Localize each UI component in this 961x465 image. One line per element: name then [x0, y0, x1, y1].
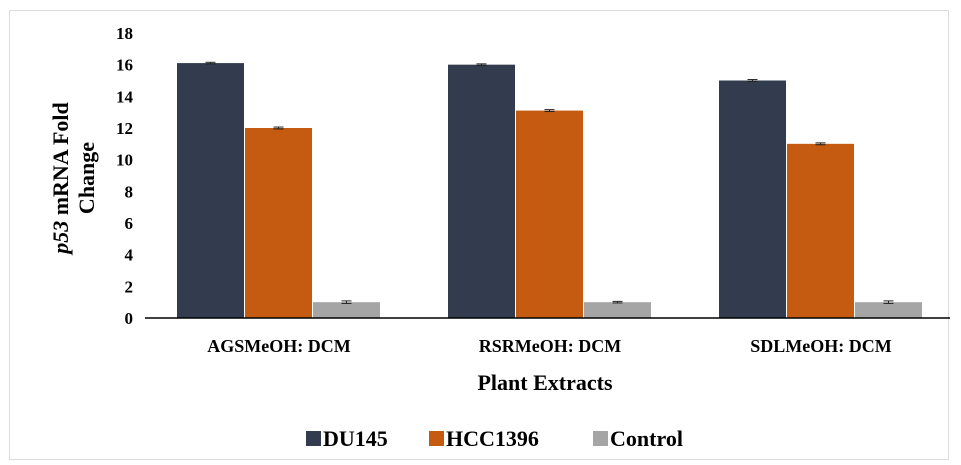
y-axis-title: p53 mRNA Fold — [48, 102, 73, 256]
category-labels: AGSMeOH: DCM RSRMeOH: DCM SDLMeOH: DCM — [207, 336, 891, 356]
y-tick-label: 12 — [116, 119, 133, 138]
bar-control-1 — [584, 302, 651, 318]
y-tick-label: 4 — [125, 246, 134, 265]
bar-hcc1396-2 — [787, 143, 854, 318]
y-tick-label: 18 — [116, 24, 133, 43]
bars — [177, 63, 922, 319]
y-axis-title-italic: p53 — [48, 221, 73, 256]
error-bars — [205, 61, 894, 304]
bar-control-0 — [313, 302, 380, 318]
bar-du145-2 — [719, 80, 786, 318]
bar-du145-1 — [448, 64, 515, 319]
y-tick-label: 0 — [125, 309, 134, 328]
bar-hcc1396-0 — [245, 128, 312, 318]
category-label: AGSMeOH: DCM — [207, 336, 350, 356]
bar-control-2 — [855, 302, 922, 318]
legend-swatch-hcc1396 — [429, 431, 444, 446]
legend-label-du145: DU145 — [323, 426, 388, 451]
y-tick-label: 8 — [125, 182, 134, 201]
y-tick-label: 16 — [116, 56, 133, 75]
y-tick-label: 10 — [116, 151, 133, 170]
legend-swatch-du145 — [306, 431, 321, 446]
y-tick-label: 14 — [116, 87, 134, 106]
category-label: RSRMeOH: DCM — [479, 336, 621, 356]
bar-du145-0 — [177, 63, 244, 319]
y-axis-title-line2: Change — [74, 142, 99, 214]
legend-swatch-control — [593, 431, 608, 446]
legend-label-control: Control — [610, 426, 683, 451]
y-tick-label: 6 — [125, 214, 134, 233]
legend-label-hcc1396: HCC1396 — [446, 426, 539, 451]
y-tick-labels: 0 2 4 6 8 10 12 14 16 18 — [116, 24, 134, 328]
y-tick-label: 2 — [125, 277, 134, 296]
bar-hcc1396-1 — [516, 110, 583, 318]
category-label: SDLMeOH: DCM — [750, 336, 891, 356]
x-axis-title: Plant Extracts — [477, 370, 612, 395]
y-axis-title-rest: mRNA Fold — [48, 102, 73, 221]
legend: DU145 HCC1396 Control — [306, 426, 683, 451]
